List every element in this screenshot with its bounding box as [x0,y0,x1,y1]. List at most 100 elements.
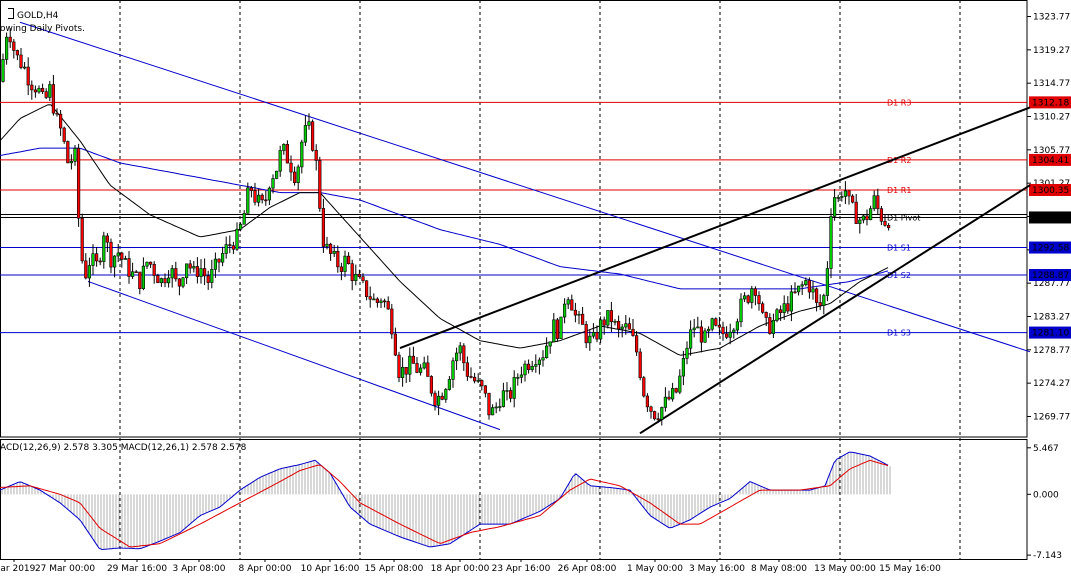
candle-bearish [883,220,887,226]
candle-bearish [472,376,477,382]
candle-bullish [872,195,876,209]
candle-bullish [451,360,455,380]
candle-bearish [652,411,657,420]
candle-bullish [307,121,311,126]
candle-bearish [865,215,869,221]
x-tick-label: 15 May 16:00 [879,564,941,574]
candle-bearish [760,303,765,313]
candle-bearish [368,296,372,300]
candle-bullish [408,355,412,375]
macd-axis-top: 5.467 [1033,444,1059,454]
macd-label: ACD(12,26,9) 2.578 3.305 MACD(12,26,1) 2… [0,443,247,453]
candle-bullish [343,255,347,272]
pivots-note: owing Daily Pivots. [0,24,85,34]
pivot-label: D1 S2 [887,271,911,280]
candle-bearish [217,258,221,263]
candle-bearish [346,255,351,264]
candle-bearish [508,390,513,399]
candle-bearish [292,171,297,183]
candle-bearish [62,127,66,142]
candle-bearish [15,50,20,56]
candle-bearish [411,355,416,364]
candle-bullish [418,367,423,373]
pivot-price-label: 1292.58 [1032,244,1069,254]
candle-bullish [213,258,218,270]
candle-bullish [681,357,685,377]
candle-bullish [789,291,793,312]
candle-bullish [332,250,336,254]
candle-bearish [602,319,606,326]
candle-bullish [379,300,383,303]
candle-bearish [80,217,84,262]
candle-bearish [573,309,577,316]
candle-bearish [321,208,326,247]
candle-bullish [242,213,246,225]
candle-bearish [95,253,99,262]
candle-bearish [753,288,757,296]
candle-bullish [325,243,329,247]
candle-bullish [267,187,272,201]
candle-bearish [440,395,444,400]
candle-bullish [400,367,405,378]
macd-pane-frame [0,439,1028,560]
current-price-badge [1029,211,1071,224]
candle-bearish [195,266,200,277]
pivot-price-label: 1304.41 [1032,156,1069,166]
candle-bullish [861,215,865,221]
candle-bullish [728,331,732,338]
candle-bearish [487,392,491,416]
trendline-wedge-upper [399,106,1031,350]
x-tick-label: 23 Apr 16:00 [492,564,551,574]
candle-bullish [519,374,523,378]
candle-bullish [588,335,592,344]
symbol-label: GOLD,H4 [8,8,58,21]
candle-bullish [800,284,804,287]
candle-bullish [221,253,225,263]
candle-bullish [91,253,95,266]
candle-bearish [645,395,649,408]
y-tick-label: 1287.77 [1033,279,1070,289]
candle-bullish [843,190,847,197]
candle-bearish [580,313,585,325]
candle-bullish [537,359,541,365]
candle-bullish [300,141,304,168]
candle-bullish [750,288,754,303]
x-tick-label: 15 Apr 08:00 [365,564,424,574]
candle-bullish [73,148,77,162]
candle-bearish [12,41,16,51]
x-tick-label: 3 Apr 08:00 [173,564,226,574]
candle-bullish [239,223,243,230]
candle-bullish [559,316,563,339]
candle-bullish [210,269,214,283]
candle-bullish [447,379,452,390]
candle-bearish [854,201,858,224]
pivot-price-label: 1312.18 [1032,98,1069,108]
y-tick-label: 1319.27 [1033,46,1070,56]
candle-bullish [703,330,707,343]
candle-bearish [555,319,559,339]
candle-bearish [134,271,138,274]
candle-bullish [822,295,826,306]
candle-bullish [271,178,275,189]
candle-bearish [638,351,642,378]
candle-bearish [156,275,160,284]
candle-bullish [159,278,164,284]
candle-bullish [660,407,664,420]
candle-bullish [224,244,228,254]
candle-bearish [336,250,340,268]
candle-bullish [5,36,9,60]
candle-bearish [84,260,88,279]
candle-bearish [876,195,880,209]
x-tick-label: 8 May 08:00 [751,564,807,574]
candle-bullish [620,326,624,330]
candle-bearish [120,252,124,260]
pivot-price-label: 1288.87 [1032,271,1069,281]
candle-bearish [228,244,232,246]
candle-bearish [768,317,772,334]
candle-bullish [476,380,480,382]
candle-bearish [174,268,178,280]
candle-bullish [458,345,462,354]
candle-bullish [116,252,120,257]
candle-bearish [480,380,484,387]
